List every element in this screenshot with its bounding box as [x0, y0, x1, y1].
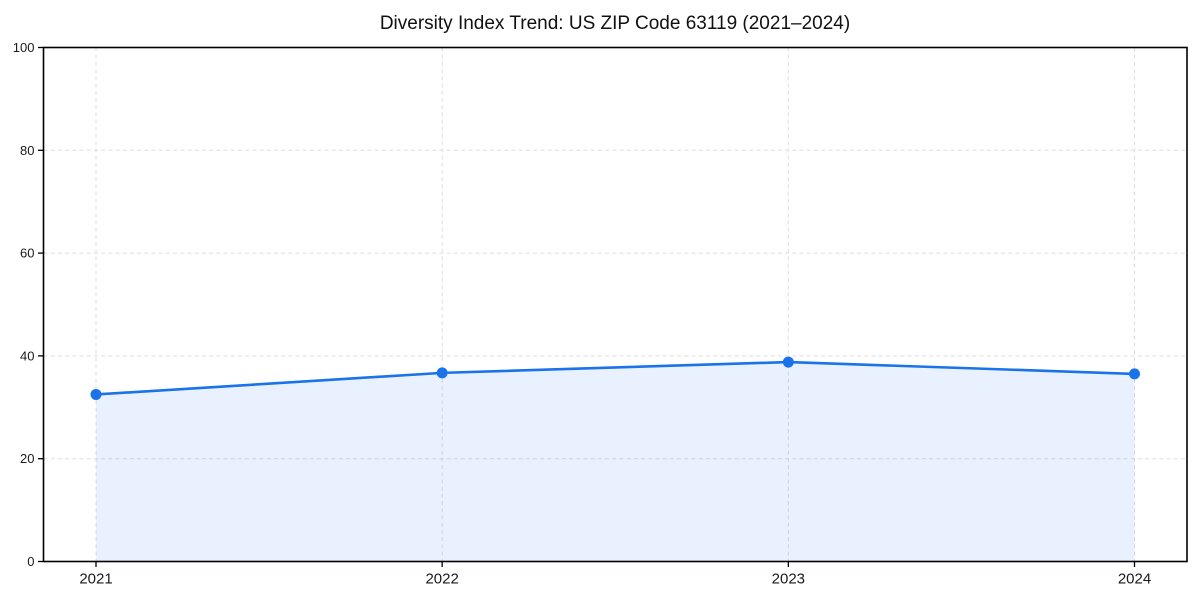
y-tick-label: 20 [20, 451, 34, 466]
plot-border [42, 46, 1188, 563]
data-point [782, 356, 794, 368]
data-point [436, 367, 448, 379]
data-point [90, 388, 102, 400]
x-tick-label: 2022 [425, 571, 458, 588]
chart-title: Diversity Index Trend: US ZIP Code 63119… [379, 13, 851, 34]
y-tick-label: 80 [20, 143, 34, 158]
x-tick-label: 2023 [772, 571, 805, 588]
y-tick-label: 60 [20, 246, 34, 261]
y-tick-label: 40 [20, 348, 34, 363]
data-point [1129, 368, 1140, 380]
trend-line [94, 360, 1136, 396]
y-tick-label: 0 [27, 554, 34, 569]
x-tick-label: 2024 [1118, 571, 1151, 588]
area-fill [96, 362, 1135, 562]
x-tick-label: 2021 [79, 571, 112, 588]
y-tick-label: 100 [13, 40, 35, 55]
